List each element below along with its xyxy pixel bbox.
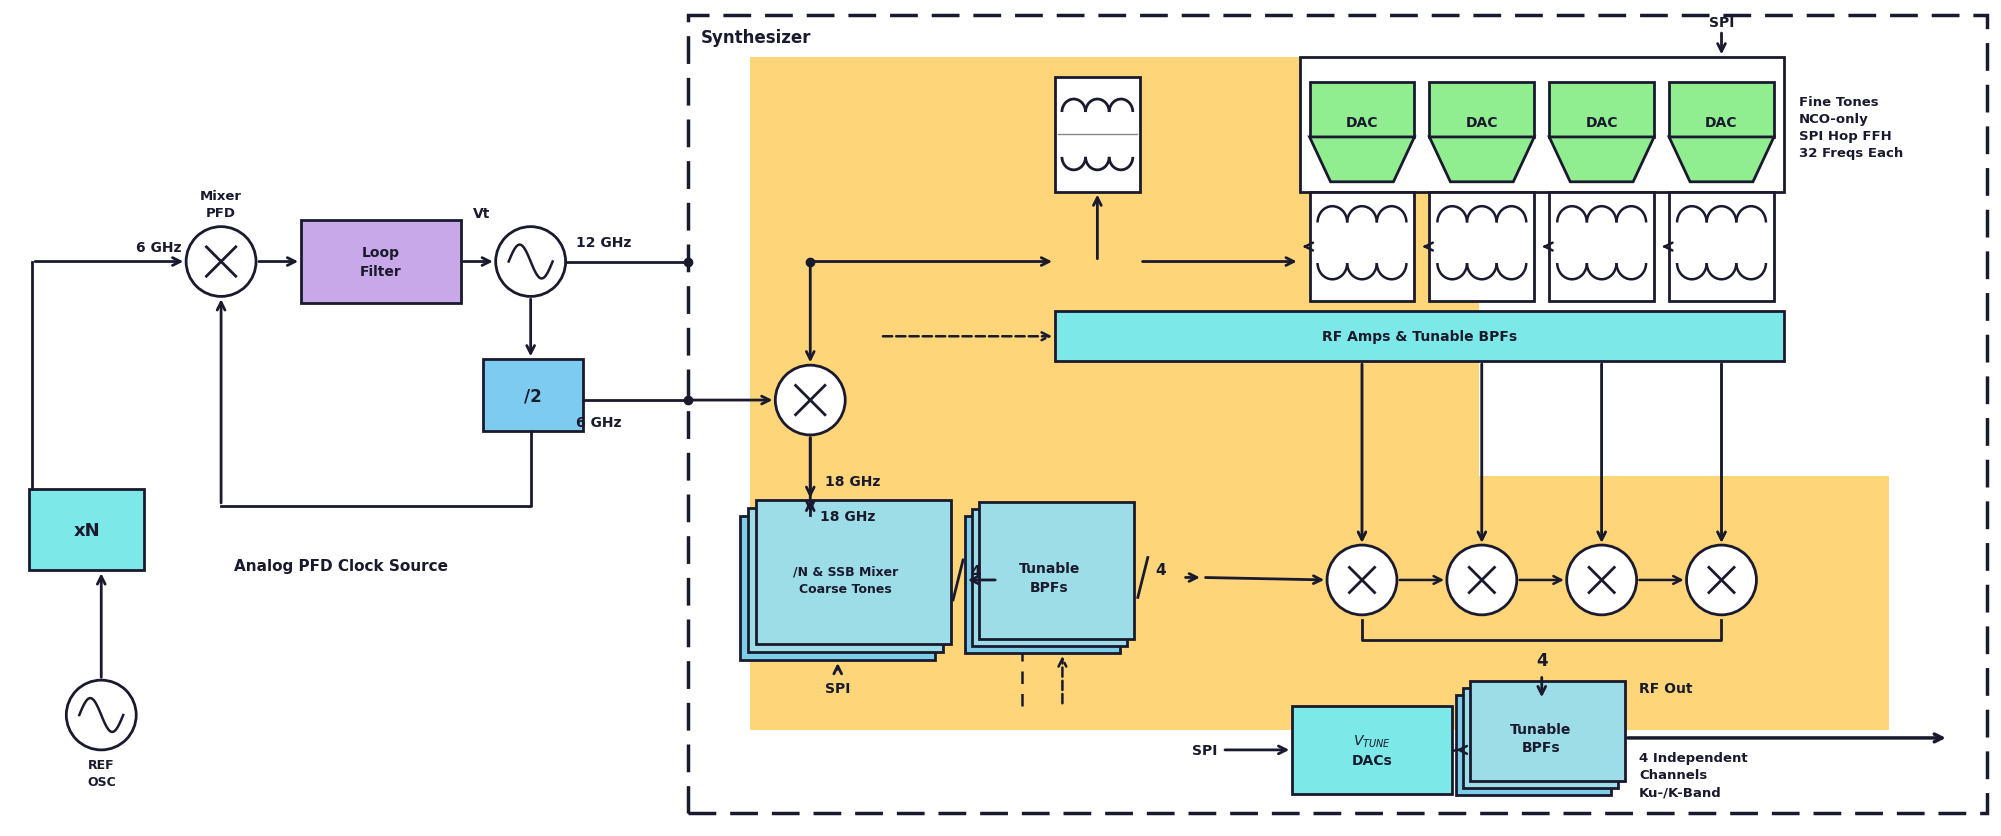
Bar: [688, 17, 1987, 813]
Bar: [1055, 78, 1141, 192]
Bar: [30, 489, 144, 571]
Text: $V_{TUNE}$
DACs: $V_{TUNE}$ DACs: [1351, 732, 1393, 767]
Text: DAC: DAC: [1465, 116, 1499, 130]
Polygon shape: [1669, 138, 1775, 182]
Text: 6 GHz: 6 GHz: [136, 240, 182, 254]
Bar: [1463, 688, 1619, 788]
Bar: [750, 477, 1889, 730]
Bar: [482, 359, 582, 431]
Bar: [740, 516, 934, 660]
Bar: [750, 59, 1479, 487]
Circle shape: [774, 365, 844, 436]
Text: DAC: DAC: [1705, 116, 1737, 130]
Text: 4: 4: [970, 565, 980, 580]
Text: DAC: DAC: [1585, 116, 1619, 130]
Bar: [756, 500, 950, 645]
Text: /2: /2: [524, 386, 542, 405]
Bar: [964, 516, 1121, 654]
Bar: [1309, 83, 1415, 138]
Text: Tunable
BPFs: Tunable BPFs: [1019, 562, 1081, 594]
Text: Mixer
PFD: Mixer PFD: [200, 190, 242, 219]
Text: 12 GHz: 12 GHz: [576, 235, 630, 249]
Text: SPI: SPI: [824, 681, 850, 696]
Bar: [1309, 192, 1415, 302]
Bar: [748, 508, 942, 652]
Bar: [1299, 59, 1785, 192]
Text: 4 Independent
Channels
Ku-/K-Band: 4 Independent Channels Ku-/K-Band: [1639, 752, 1747, 798]
Text: 6 GHz: 6 GHz: [576, 415, 620, 430]
Bar: [1471, 681, 1625, 781]
Text: DAC: DAC: [1347, 116, 1379, 130]
Text: 18 GHz: 18 GHz: [824, 474, 880, 488]
Text: SPI: SPI: [1709, 16, 1735, 30]
Text: 4: 4: [1537, 651, 1547, 669]
Circle shape: [496, 227, 566, 297]
Polygon shape: [1549, 138, 1655, 182]
Text: SPI: SPI: [1193, 743, 1217, 757]
Bar: [1669, 83, 1775, 138]
Bar: [1429, 83, 1535, 138]
Circle shape: [186, 227, 256, 297]
Text: Tunable
BPFs: Tunable BPFs: [1511, 721, 1571, 754]
Text: Fine Tones
NCO-only
SPI Hop FFH
32 Freqs Each: Fine Tones NCO-only SPI Hop FFH 32 Freqs…: [1799, 96, 1903, 160]
Circle shape: [1567, 545, 1637, 615]
Text: 4: 4: [1155, 563, 1167, 578]
Bar: [1055, 312, 1785, 362]
Text: Vt: Vt: [472, 206, 490, 221]
Polygon shape: [1429, 138, 1535, 182]
Text: xN: xN: [74, 521, 100, 539]
Circle shape: [66, 681, 136, 750]
Bar: [1549, 192, 1655, 302]
Text: 18 GHz: 18 GHz: [820, 509, 876, 523]
Text: REF
OSC: REF OSC: [86, 758, 116, 788]
Bar: [1457, 696, 1611, 795]
Circle shape: [1327, 545, 1397, 615]
Text: RF Amps & Tunable BPFs: RF Amps & Tunable BPFs: [1323, 330, 1517, 344]
Bar: [1293, 706, 1453, 794]
Text: Synthesizer: Synthesizer: [700, 29, 810, 47]
Text: RF Out: RF Out: [1639, 681, 1693, 696]
Polygon shape: [1309, 138, 1415, 182]
Bar: [978, 502, 1135, 640]
Bar: [1429, 192, 1535, 302]
Bar: [300, 221, 460, 304]
Circle shape: [1447, 545, 1517, 615]
Text: Loop
Filter: Loop Filter: [360, 246, 402, 278]
Text: /N & SSB Mixer
Coarse Tones: /N & SSB Mixer Coarse Tones: [792, 565, 898, 595]
Bar: [972, 509, 1127, 646]
Bar: [1549, 83, 1655, 138]
Circle shape: [1687, 545, 1757, 615]
Bar: [1669, 192, 1775, 302]
Text: Analog PFD Clock Source: Analog PFD Clock Source: [234, 558, 448, 573]
